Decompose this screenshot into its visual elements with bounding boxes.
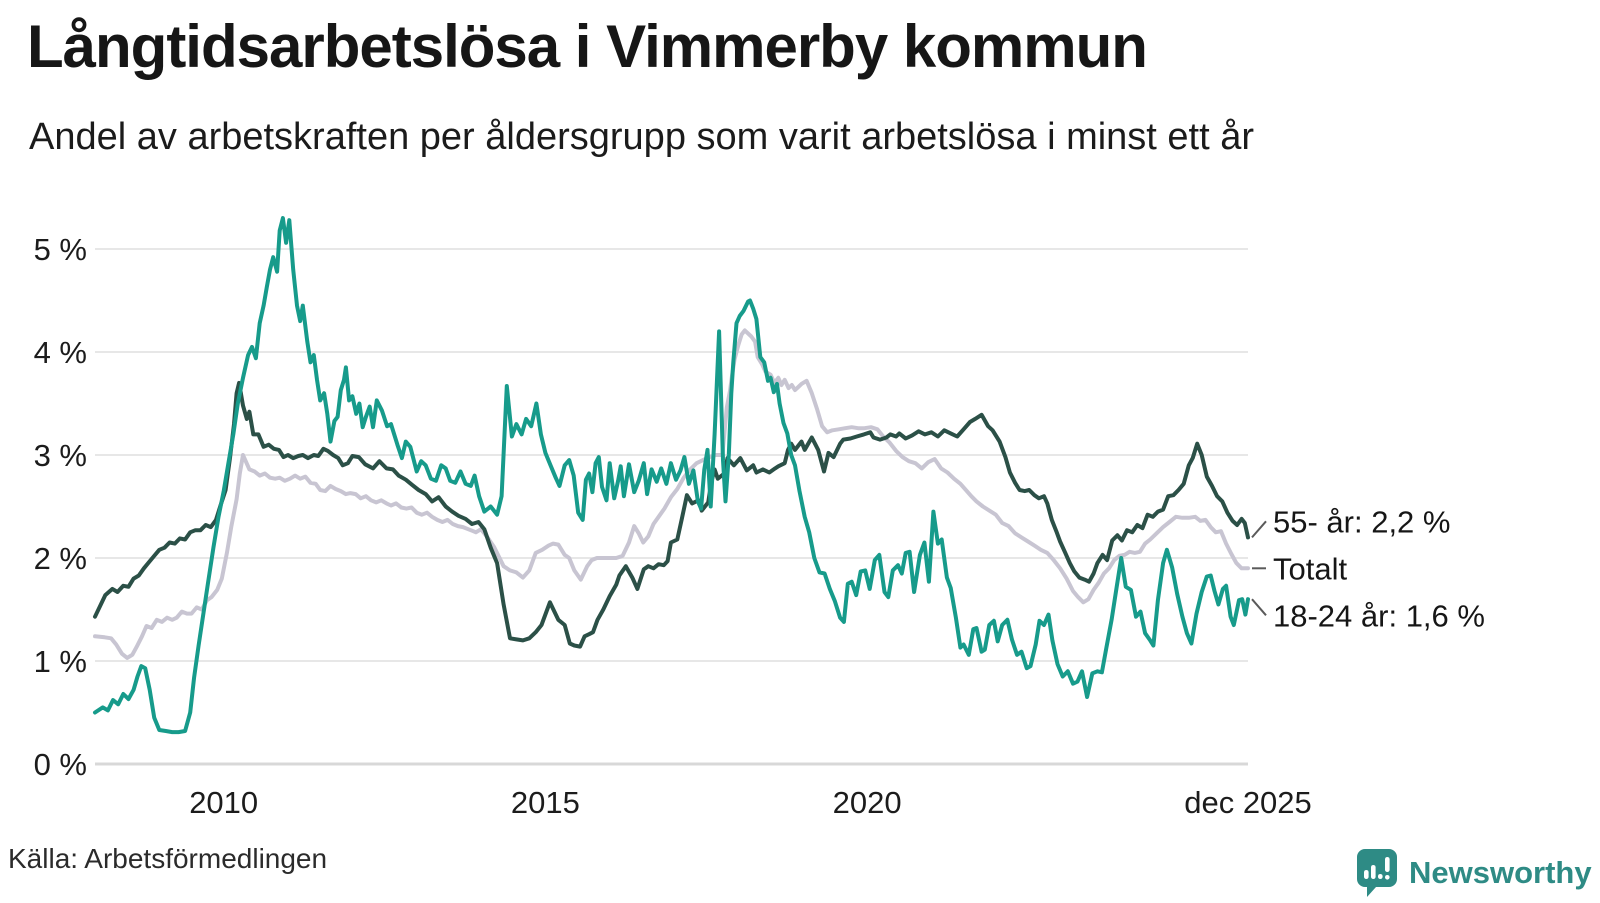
end-label-55-ar: 55- år: 2,2 % bbox=[1273, 504, 1450, 539]
series-line-55-ar bbox=[93, 380, 1250, 649]
newsworthy-logo-icon bbox=[1356, 848, 1398, 903]
y-tick-label-4pct: 4 % bbox=[34, 335, 87, 370]
end-label-connector-18-24-ar bbox=[1251, 598, 1267, 616]
y-tick-label-2pct: 2 % bbox=[34, 541, 87, 576]
end-label-connector-55-ar bbox=[1251, 520, 1267, 539]
x-tick-label-2010: 2010 bbox=[189, 785, 258, 820]
y-tick-label-3pct: 3 % bbox=[34, 438, 87, 473]
series-line-18-24-ar bbox=[93, 216, 1250, 735]
x-tick-label-dec-2025: dec 2025 bbox=[1184, 785, 1312, 820]
source-note: Källa: Arbetsförmedlingen bbox=[8, 843, 328, 874]
y-tick-label-5pct: 5 % bbox=[34, 232, 87, 267]
series-line-totalt bbox=[93, 328, 1250, 660]
newsworthy-brand-text: Newsworthy bbox=[1409, 855, 1592, 890]
x-tick-label-2015: 2015 bbox=[511, 785, 580, 820]
chart-subtitle: Andel av arbetskraften per åldersgrupp s… bbox=[29, 116, 1255, 158]
newsworthy-logo[interactable]: Newsworthy bbox=[1356, 848, 1592, 903]
x-tick-label-2020: 2020 bbox=[833, 785, 902, 820]
page-title: Långtidsarbetslösa i Vimmerby kommun bbox=[27, 13, 1148, 80]
end-label-18-24-ar: 18-24 år: 1,6 % bbox=[1273, 598, 1485, 633]
y-tick-label-1pct: 1 % bbox=[34, 644, 87, 679]
end-label-totalt: Totalt bbox=[1273, 551, 1347, 586]
y-tick-label-0pct: 0 % bbox=[34, 747, 87, 782]
